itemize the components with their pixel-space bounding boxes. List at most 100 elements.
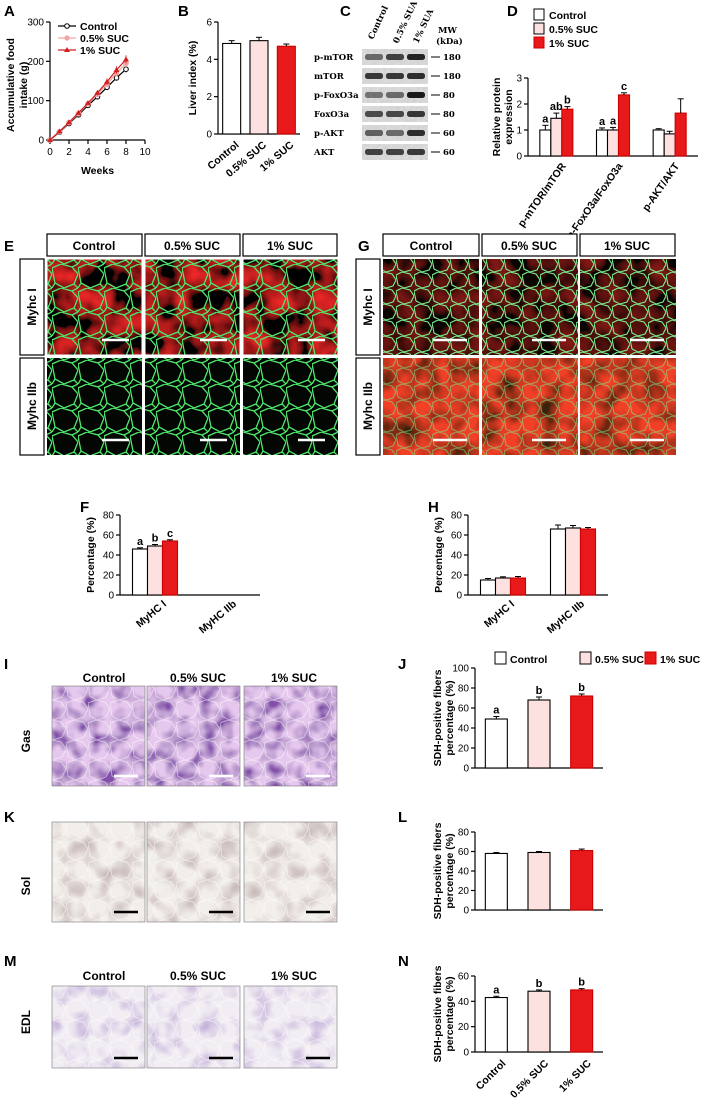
- g-row-myhc1: Myhc I: [361, 288, 375, 325]
- panel-label-g: G: [358, 238, 370, 255]
- y-tick-label: 0: [456, 591, 462, 602]
- y-tick-label: 80: [103, 511, 115, 522]
- legend-swatch: [579, 651, 592, 665]
- bar: [617, 94, 631, 157]
- category-label: MyHC I: [482, 598, 517, 630]
- y-tick-label: 60: [458, 972, 470, 983]
- panel-label-e: E: [4, 238, 14, 255]
- x-tick-label: 10: [139, 147, 151, 158]
- sdh-tile-frame: [146, 985, 241, 1069]
- wb-band: [386, 149, 404, 155]
- legend-label: Control: [549, 10, 586, 22]
- m-header-control: Control: [83, 969, 126, 983]
- y-tick-label: 4: [206, 55, 212, 66]
- bar: [570, 849, 594, 911]
- wb-band: [407, 54, 425, 60]
- y-axis-label: Relative protein: [491, 78, 503, 157]
- bar: [527, 851, 551, 911]
- sdh-tile-frame: [51, 685, 146, 787]
- legend-label: 0.5% SUC: [549, 24, 598, 36]
- significance-label: b: [578, 977, 585, 989]
- sdh-micrographs: Control 0.5% SUC 1% SUC Gas Control 0.5%…: [19, 671, 338, 1069]
- significance-label: a: [599, 116, 606, 128]
- panel-label-h: H: [428, 499, 439, 516]
- e-myhc1-tile-frame: [144, 258, 241, 356]
- y-tick-label: 2: [516, 100, 522, 111]
- bar: [509, 577, 527, 596]
- wb-band-label: p-AKT: [314, 129, 344, 139]
- bar: [494, 577, 512, 596]
- wb-band: [365, 111, 383, 117]
- y-tick-label: 80: [458, 684, 470, 695]
- m-header-high: 1% SUC: [271, 969, 317, 983]
- wb-band: [386, 73, 404, 79]
- sdh-tile-outline: [244, 822, 337, 922]
- x-tick-label: 4: [85, 147, 91, 158]
- category-label: p-mTOR/mTOR: [516, 161, 569, 230]
- significance-label: b: [564, 95, 571, 107]
- panel-label-l: L: [398, 809, 407, 826]
- y-axis-label: percentage (%): [444, 833, 456, 908]
- legend-label: 0.5% SUC: [80, 33, 129, 45]
- wb-band-label: p-mTOR: [314, 53, 354, 63]
- bar: [564, 527, 582, 596]
- significance-label: a: [493, 984, 500, 996]
- wb-mw-value: 60: [443, 148, 455, 158]
- significance-label: a: [610, 115, 617, 127]
- e-row-myhc2b: Myhc IIb: [25, 382, 39, 430]
- g-header-high: 1% SUC: [604, 239, 650, 253]
- legend-label: 1% SUC: [80, 45, 121, 57]
- y-tick-label: 0: [463, 764, 469, 775]
- wb-lane-control: Control: [367, 4, 392, 41]
- data-point: [85, 100, 91, 106]
- category-label: 1% SUC: [557, 1057, 594, 1094]
- y-tick-label: 0: [38, 136, 44, 147]
- chart-j-sdh-gas: 0 20 40 60 80 100 SDH-positive fibers percentag…: [432, 651, 701, 775]
- m-row-label: EDL: [19, 1010, 33, 1034]
- sdh-tile-frame: [146, 821, 241, 923]
- y-tick-label: 100: [27, 96, 44, 107]
- data-point: [123, 56, 129, 62]
- sdh-tile-outline: [147, 822, 240, 922]
- y-tick-label: 1: [516, 126, 522, 137]
- micrograph-grid-g: Control 0.5% SUC 1% SUC Myhc I Myhc IIb: [355, 233, 676, 456]
- bar: [161, 540, 179, 596]
- data-point: [94, 89, 101, 95]
- e-header-control: Control: [73, 239, 116, 253]
- y-tick-label: 60: [458, 704, 470, 715]
- sdh-tile-frame: [51, 821, 146, 923]
- bar: [527, 990, 551, 1053]
- bar: [484, 718, 508, 769]
- data-point: [123, 66, 129, 72]
- wb-mw-header: MW: [438, 26, 457, 36]
- bar: [570, 989, 594, 1053]
- y-axis-label: SDH-positive fibers: [432, 965, 444, 1062]
- legend-marker: [64, 35, 70, 41]
- y-axis-label: Percentage (%): [85, 517, 97, 593]
- panel-label-c: C: [340, 3, 351, 20]
- bar: [579, 528, 597, 596]
- chart-f-percentage: 0 20 40 60 80 Percentage (%) a b c MyHC I MyHC IIb: [85, 511, 260, 636]
- sdh-tile-outline: [52, 986, 145, 1068]
- y-tick-label: 80: [451, 511, 463, 522]
- bar: [131, 548, 149, 596]
- bar: [663, 133, 676, 157]
- wb-band: [365, 130, 383, 136]
- category-label: Control: [474, 1058, 509, 1093]
- y-tick-label: 20: [458, 1022, 470, 1033]
- sdh-tile-outline: [244, 686, 337, 786]
- sdh-tile-outline: [52, 822, 145, 922]
- e-header-high: 1% SUC: [267, 239, 313, 253]
- sdh-tile-outline: [147, 686, 240, 786]
- sdh-tile-frame: [243, 821, 338, 923]
- wb-band: [386, 111, 404, 117]
- y-tick-label: 100: [452, 664, 469, 675]
- wb-band: [407, 92, 425, 98]
- bar: [479, 579, 497, 596]
- i-row-label: Gas: [19, 729, 33, 752]
- y-axis-label: SDH-positive fibers: [432, 822, 444, 919]
- legend-marker: [64, 47, 70, 52]
- micrograph-grid-e: Control 0.5% SUC 1% SUC Myhc I Myhc IIb: [19, 233, 339, 456]
